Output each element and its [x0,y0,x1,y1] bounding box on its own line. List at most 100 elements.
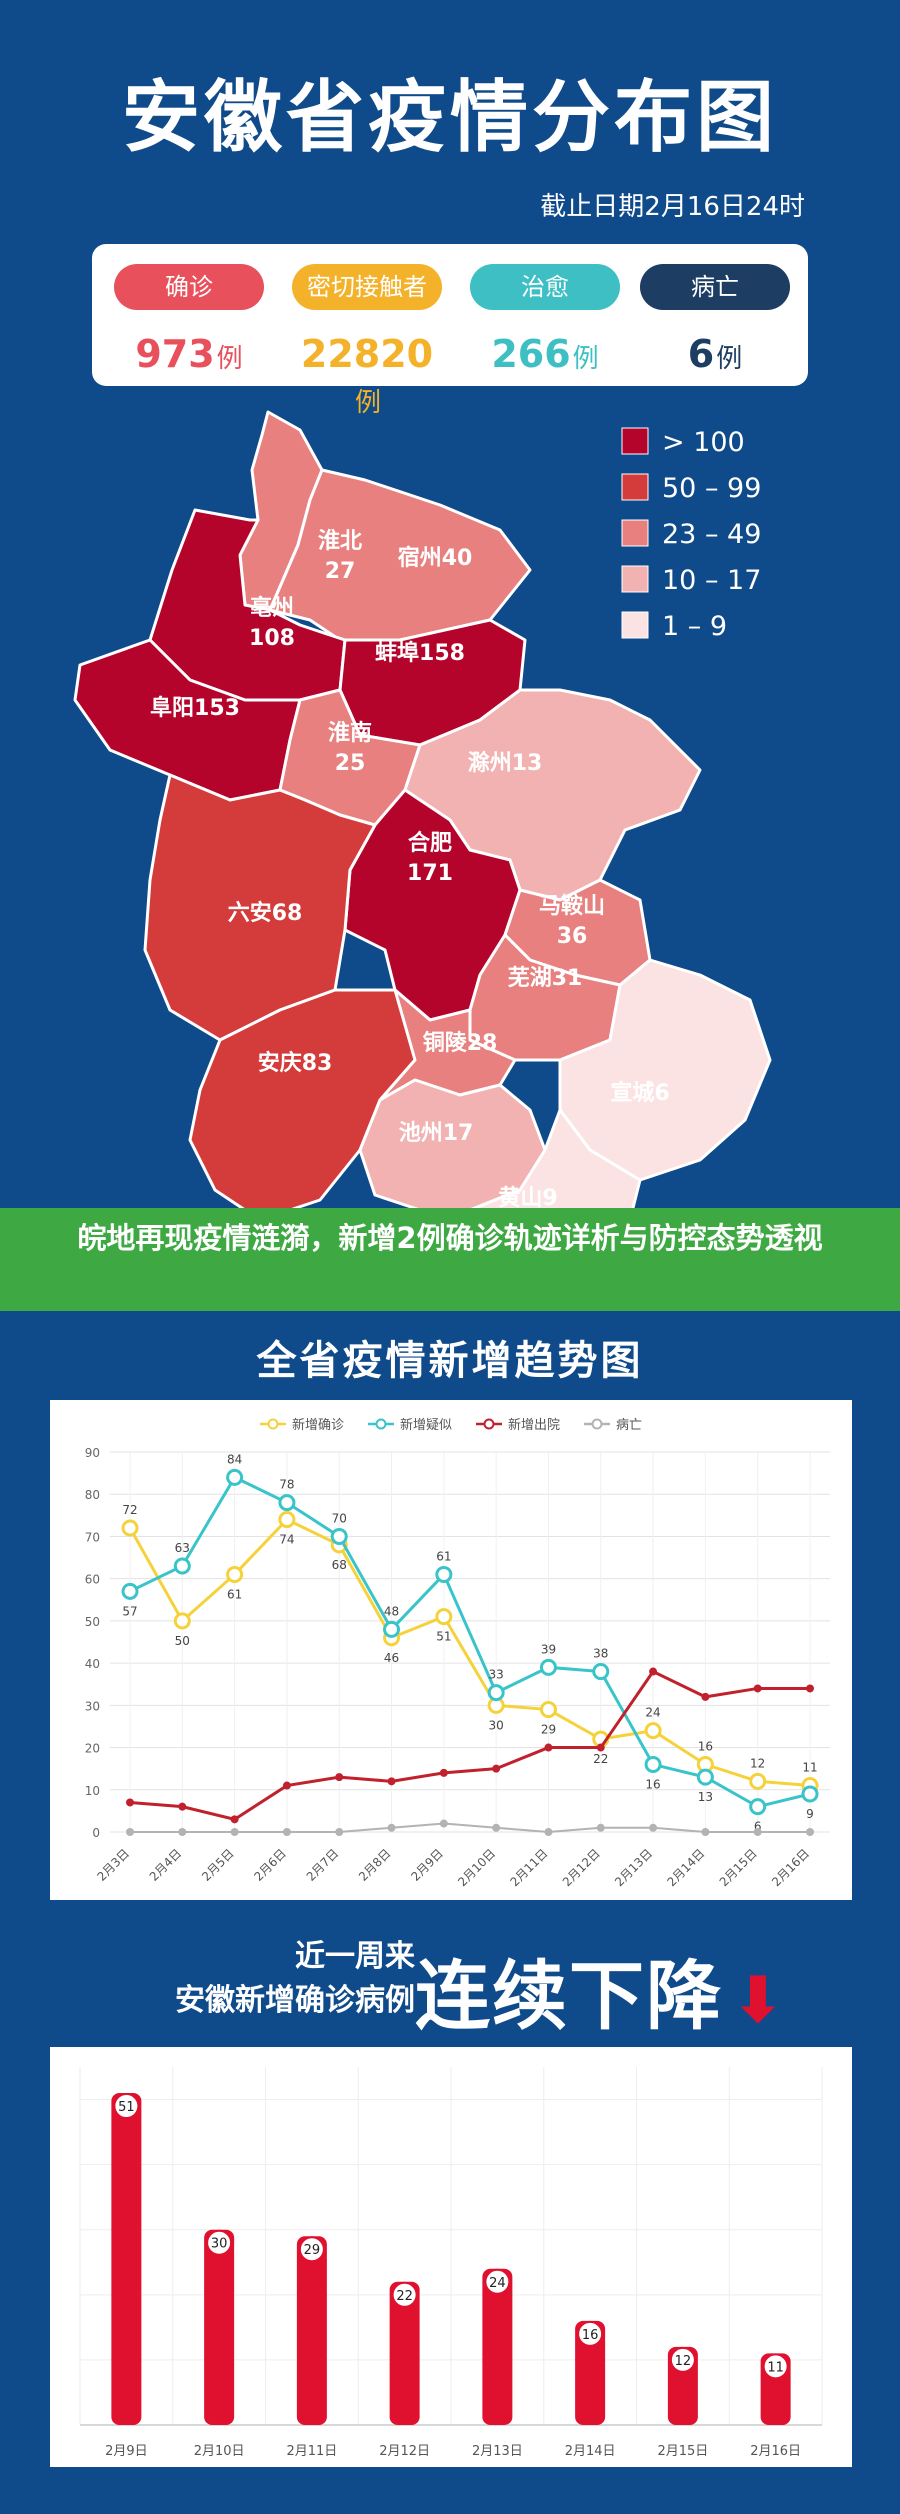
data-point [439,1819,448,1828]
legend-label: 10 – 17 [662,565,761,596]
region-huangshan [468,1108,642,1240]
map-region-value: 27 [325,559,356,584]
data-point [539,1701,557,1719]
data-label: 22 [593,1752,608,1766]
data-point [492,1764,501,1773]
data-point [435,1608,453,1626]
map-region-label: 淮南 [328,721,372,746]
legend-swatch [621,473,649,501]
trend-chart-panel: 0 10 20 30 40 50 60 70 80 90 2月3日 2月4日 2月5日 2月6日 2月7日 2… [50,1400,852,1900]
data-point [435,1565,453,1583]
data-label: 16 [645,1777,660,1791]
series-line [130,1822,810,1834]
y-tick-label: 40 [85,1657,100,1671]
x-tick-label: 2月14日 [565,2444,616,2459]
legend-label: 23 – 49 [662,519,761,550]
bar-label-badge [391,2281,418,2308]
x-tick-label: 2月12日 [560,1846,603,1889]
y-tick-label: 30 [85,1699,100,1713]
map-region-label: 滁州13 [468,750,543,776]
bar [389,2281,420,2425]
data-label: 63 [175,1541,190,1555]
data-label: 61 [227,1587,242,1601]
bar-label-badge [577,2320,604,2347]
region-luan [143,773,377,1042]
data-label: 29 [541,1723,556,1737]
map-region-label: 合肥 [408,830,452,856]
x-tick-label: 2月15日 [717,1846,760,1889]
map-region-label: 宿州40 [398,545,473,571]
map-region-label: 黄山9 [498,1186,557,1211]
x-tick-label: 2月9日 [408,1846,446,1884]
data-label: 46 [384,1651,399,1665]
data-point [173,1557,191,1575]
series-line [128,1517,811,1788]
data-point [278,1494,296,1512]
data-point [487,1684,505,1702]
x-tick-label: 2月9日 [105,2444,148,2459]
legend-marker [483,1418,495,1430]
bar-value-label: 22 [396,2289,413,2304]
stat-label: 治愈 [470,264,620,310]
x-tick-label: 2月13日 [612,1846,655,1889]
map-region-label: 池州17 [399,1121,474,1146]
data-point [649,1823,658,1832]
stat-label: 密切接触者 [292,264,442,310]
legend-label: 新增确诊 [292,1417,344,1433]
data-point [753,1684,762,1693]
legend-label: 1 – 9 [662,611,727,642]
data-point [749,1798,767,1816]
stat-confirmed: 确诊 973例 [114,264,264,376]
data-point [335,1773,344,1782]
legend-swatch [621,427,649,455]
data-point [126,1798,134,1807]
bar-value-label: 51 [118,2100,135,2115]
x-tick-label: 2月8日 [356,1846,394,1884]
y-tick-label: 60 [85,1573,100,1587]
x-tick-label: 2月6日 [251,1846,289,1884]
data-label: 84 [227,1452,242,1466]
data-label: 72 [122,1503,137,1517]
map-region-label: 芜湖31 [508,966,583,991]
y-tick-label: 90 [85,1446,100,1460]
bar [482,2268,513,2425]
data-label: 70 [332,1511,347,1525]
data-point [592,1663,610,1681]
map-region-label: 马鞍山 [539,893,605,919]
series-line [129,1475,811,1809]
bar-label-badge [669,2346,696,2373]
x-tick-label: 2月4日 [147,1846,185,1884]
data-point [701,1828,710,1836]
data-point [173,1612,191,1630]
series-line [129,1669,810,1821]
x-tick-label: 2月10日 [194,2444,245,2459]
x-tick-label: 2月5日 [199,1846,237,1884]
stat-label: 病亡 [640,264,790,310]
map-region-label: 蚌埠158 [375,640,465,666]
weekly-highlight: 连续下降 ⬇ [415,1952,787,2040]
data-label: 13 [698,1790,713,1804]
y-tick-label: 10 [85,1784,100,1798]
x-tick-label: 2月3日 [94,1846,132,1884]
map-region-label: 阜阳153 [150,695,240,721]
data-point [230,1828,239,1836]
map-region-label: 六安68 [228,900,303,926]
map-region-label: 亳州 [250,595,294,621]
data-label: 51 [436,1630,451,1644]
x-tick-label: 2月10日 [455,1846,498,1889]
y-tick-label: 70 [85,1530,100,1544]
weekly-bar-panel: 51 2月9日 30 2月10日 29 2月11日 22 2月12日 24 2月13日 16 2月14… [50,2047,852,2467]
bar [575,2320,606,2425]
data-label: 16 [698,1739,713,1753]
stat-value: 22820例 [300,332,434,418]
legend-label: 新增出院 [508,1417,560,1433]
weekly-subtitle: 近一周来 安徽新增确诊病例 [175,1939,415,2018]
weekly-bar-chart: 51 2月9日 30 2月10日 29 2月11日 22 2月12日 24 2月13日 16 2月14… [79,2067,823,2459]
stat-value: 6例 [687,332,743,376]
data-label: 9 [806,1807,814,1821]
data-point [753,1828,762,1836]
map-region-value: 171 [407,861,453,886]
data-point [335,1828,344,1836]
stat-cured: 治愈 266例 [470,264,620,376]
